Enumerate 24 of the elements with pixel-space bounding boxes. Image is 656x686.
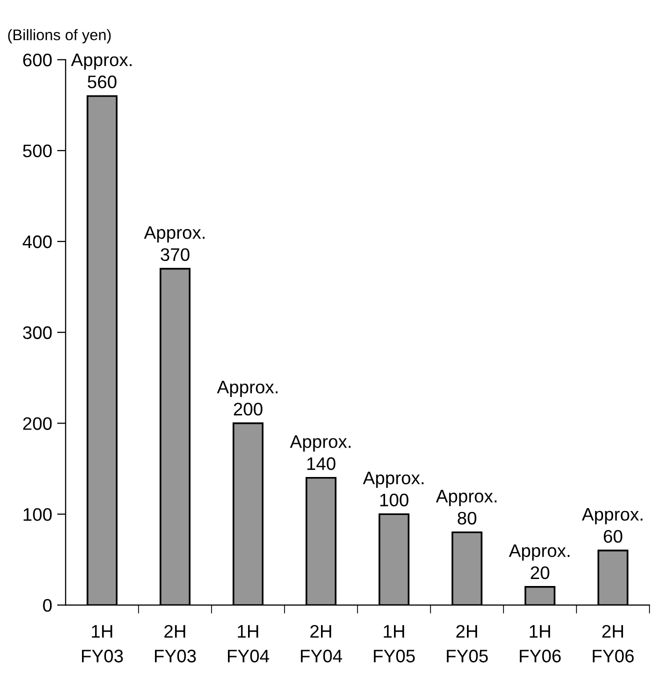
data-label: Approx. 140 (290, 435, 350, 470)
data-label: Approx. 370 (144, 226, 205, 262)
y-tick-label: 300 (22, 326, 52, 340)
y-tick-label: 500 (23, 144, 52, 158)
data-label: Approx. 20 (508, 544, 570, 580)
x-tick-label: 2H FY04 (300, 624, 342, 662)
y-tick-label: 600 (23, 54, 52, 66)
y-axis-title: (Billions of yen) (8, 29, 111, 44)
x-tick-label: 1H FY06 (520, 625, 561, 662)
x-tick-label: 1H FY05 (374, 625, 415, 662)
data-label: Approx. 100 (362, 472, 424, 506)
data-label: Approx. 60 (582, 508, 642, 543)
data-label: Approx. 200 (216, 380, 278, 416)
data-label: Approx. 560 (71, 54, 132, 88)
x-tick-label: 1H FY03 (82, 625, 123, 662)
x-tick-label: 1H FY04 (228, 625, 270, 662)
y-tick-label: 100 (24, 508, 52, 521)
y-tick-label: 200 (23, 417, 52, 430)
y-tick-label: 0 (43, 598, 52, 612)
x-tick-label: 2H FY05 (446, 624, 488, 662)
x-tick-label: 2H FY06 (592, 624, 634, 662)
data-label: Approx. 80 (436, 490, 496, 525)
x-tick-label: 2H FY03 (154, 624, 196, 662)
y-tick-label: 400 (22, 235, 52, 248)
